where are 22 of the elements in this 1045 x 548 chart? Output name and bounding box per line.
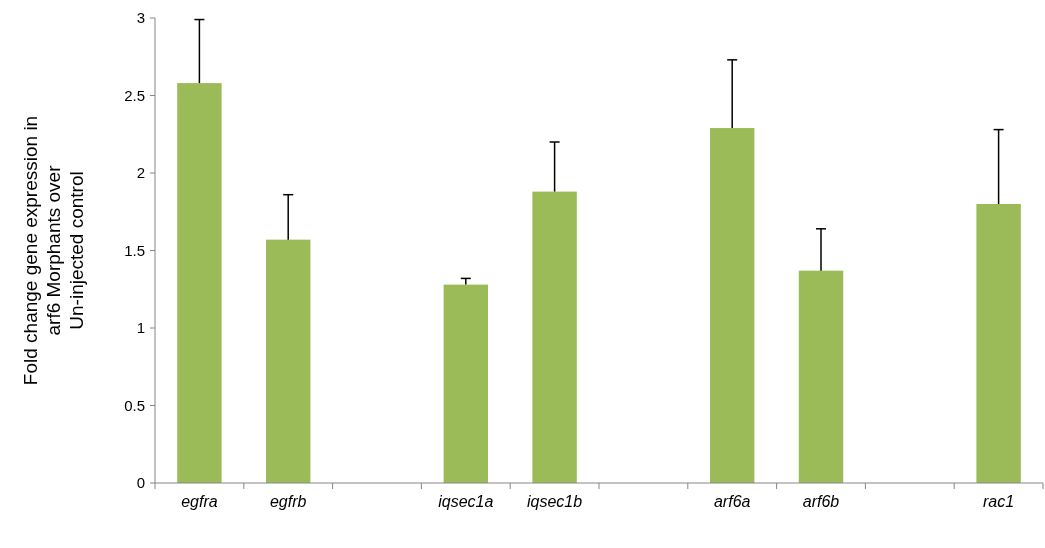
x-tick-label: arf6a [713, 493, 751, 510]
bar [443, 284, 488, 483]
y-tick-label: 2.5 [124, 86, 145, 104]
bar [532, 191, 577, 483]
bar [710, 128, 755, 483]
y-tick-label: 2 [136, 164, 145, 182]
y-tick-label: 1 [136, 319, 145, 337]
y-tick-label: 0 [136, 474, 145, 492]
bar [177, 83, 222, 483]
x-tick-label: egfra [181, 493, 218, 510]
bar [976, 204, 1021, 483]
y-axis-title: Fold change gene expression in arf6 Morphants over Un-injected control [20, 115, 87, 386]
x-tick-label: egfrb [269, 493, 307, 510]
x-tick-label: rac1 [983, 493, 1015, 510]
bar [266, 239, 311, 483]
bar [798, 270, 844, 483]
x-tick-label: iqsec1b [527, 493, 583, 510]
y-tick-label: 0.5 [124, 396, 145, 414]
y-tick-label: 1.5 [124, 241, 145, 259]
y-tick-label: 3 [136, 9, 145, 27]
x-tick-label: iqsec1a [438, 493, 494, 510]
x-tick-label: arf6b [802, 493, 840, 510]
